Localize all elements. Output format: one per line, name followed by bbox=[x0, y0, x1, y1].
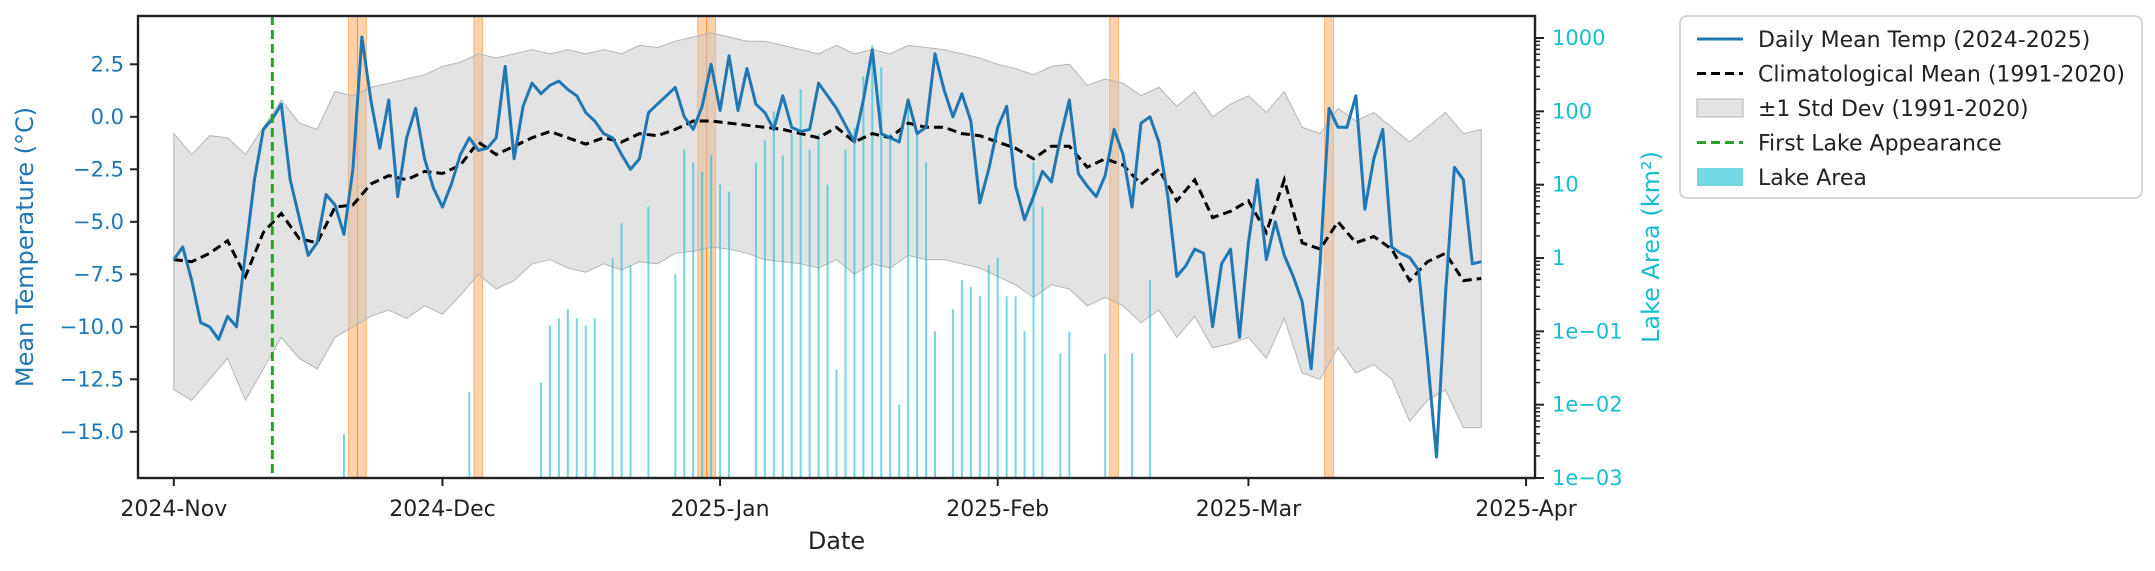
lake-area-bar bbox=[987, 265, 990, 478]
legend-label: Daily Mean Temp (2024-2025) bbox=[1758, 28, 2090, 53]
lake-area-bar bbox=[575, 318, 578, 478]
lake-area-bar bbox=[1023, 331, 1026, 478]
lake-area-bar bbox=[548, 325, 551, 478]
y-right-axis-title: Lake Area (km²) bbox=[1637, 151, 1665, 343]
lake-area-bar bbox=[566, 309, 569, 478]
lake-area-bar bbox=[772, 111, 775, 478]
lake-area-bar bbox=[593, 318, 596, 478]
lake-area-bar bbox=[817, 133, 820, 478]
x-tick-label: 2025-Feb bbox=[946, 497, 1049, 522]
lake-area-bar bbox=[1131, 353, 1134, 478]
lake-area-bar bbox=[692, 162, 695, 478]
legend-label: ±1 Std Dev (1991-2020) bbox=[1758, 97, 2029, 122]
legend-swatch-band bbox=[1696, 98, 1744, 118]
lake-area-bar bbox=[1148, 280, 1151, 478]
y-left-tick-label: 2.5 bbox=[91, 52, 124, 76]
x-tick-label: 2025-Mar bbox=[1196, 497, 1302, 522]
y-right-tick-label: 1000 bbox=[1552, 26, 1605, 50]
lake-area-bar bbox=[969, 287, 972, 478]
lake-area-bar bbox=[889, 133, 892, 478]
line-series-layer bbox=[172, 16, 1482, 478]
lake-area-bar bbox=[754, 162, 757, 478]
y-right-tick-label: 10 bbox=[1552, 173, 1579, 197]
lake-area-bar bbox=[1014, 296, 1017, 478]
lake-area-bar bbox=[808, 149, 811, 478]
lake-area-bar bbox=[916, 133, 919, 478]
lake-area-bar bbox=[826, 184, 829, 478]
lake-area-bar bbox=[1068, 331, 1071, 478]
y-right-tick-label: 100 bbox=[1552, 99, 1592, 123]
lake-area-bar bbox=[1104, 353, 1107, 478]
lake-area-bar bbox=[799, 89, 802, 478]
x-tick-label: 2025-Jan bbox=[671, 497, 770, 522]
y-left-tick-label: −12.5 bbox=[60, 367, 124, 391]
legend-label: First Lake Appearance bbox=[1758, 132, 2002, 157]
lake-area-bar bbox=[934, 331, 937, 478]
lake-area-bar bbox=[978, 296, 981, 478]
lake-area-bar bbox=[898, 404, 901, 478]
lake-area-bar bbox=[539, 382, 542, 478]
lake-area-bar bbox=[1005, 296, 1008, 478]
y-left-tick-label: −10.0 bbox=[60, 315, 124, 339]
lake-area-bar bbox=[584, 325, 587, 478]
plot-frame bbox=[136, 14, 1537, 480]
y-left-tick-label: −2.5 bbox=[73, 157, 124, 181]
lake-area-bar bbox=[342, 433, 345, 478]
lake-area-bar bbox=[960, 280, 963, 478]
y-right-tick-label: 1 bbox=[1552, 246, 1565, 270]
lake-area-bar bbox=[674, 274, 677, 478]
lake-area-bar bbox=[710, 155, 713, 478]
lake-area-bar bbox=[844, 149, 847, 478]
lake-area-bar bbox=[880, 67, 883, 478]
lake-area-bar bbox=[629, 265, 632, 478]
lake-area-bar bbox=[701, 171, 704, 478]
legend-swatch-lake-area bbox=[1697, 168, 1743, 186]
x-tick-label: 2025-Apr bbox=[1475, 497, 1577, 522]
x-axis-title: Date bbox=[808, 527, 865, 555]
y-left-tick-label: −5.0 bbox=[73, 210, 124, 234]
lake-area-bar bbox=[907, 98, 910, 478]
lake-area-bar bbox=[996, 258, 999, 478]
lake-area-bar bbox=[1041, 206, 1044, 478]
daily-mean-temp-line bbox=[172, 35, 1482, 459]
lake-area-bars-layer bbox=[342, 45, 1151, 478]
lake-area-bar bbox=[790, 133, 793, 478]
lake-area-bar bbox=[728, 191, 731, 478]
lake-area-bar bbox=[683, 149, 686, 478]
lake-area-bar bbox=[557, 318, 560, 478]
lake-area-bar bbox=[647, 206, 650, 478]
lake-area-bar bbox=[835, 369, 838, 478]
lake-area-bar bbox=[1032, 162, 1035, 478]
y-right-tick-label: 1e−01 bbox=[1552, 319, 1623, 343]
y-left-tick-label: −7.5 bbox=[73, 262, 124, 286]
legend-label: Lake Area bbox=[1758, 166, 1867, 191]
lake-area-bar bbox=[611, 258, 614, 478]
lake-area-bar bbox=[853, 127, 856, 478]
y-left-tick-label: 0.0 bbox=[91, 105, 124, 129]
lake-area-bar bbox=[871, 45, 874, 478]
lake-area-bar bbox=[620, 223, 623, 478]
y-left-tick-label: −15.0 bbox=[60, 420, 124, 444]
lake-area-bar bbox=[468, 391, 471, 478]
lake-area-bar bbox=[862, 76, 865, 478]
y-right-tick-label: 1e−02 bbox=[1552, 393, 1623, 417]
lake-area-bar bbox=[951, 309, 954, 478]
legend: Daily Mean Temp (2024-2025) Climatologica… bbox=[1679, 15, 2143, 199]
x-tick-label: 2024-Nov bbox=[120, 497, 227, 522]
lake-area-bar bbox=[719, 184, 722, 478]
y-left-axis-title: Mean Temperature (°C) bbox=[11, 107, 39, 387]
legend-box bbox=[1679, 15, 2143, 199]
lake-area-bar bbox=[781, 155, 784, 478]
lake-area-bar bbox=[763, 140, 766, 478]
lake-area-bar bbox=[1059, 353, 1062, 478]
y-right-tick-label: 1e−03 bbox=[1552, 466, 1623, 490]
axes-layer: 2.5 0.0 −2.5 −5.0 −7.5 −10.0 −12.5 −15.0 1000 100… bbox=[11, 26, 1665, 555]
lake-area-bar bbox=[925, 162, 928, 478]
x-tick-label: 2024-Dec bbox=[389, 497, 496, 522]
legend-label: Climatological Mean (1991-2020) bbox=[1758, 63, 2125, 88]
